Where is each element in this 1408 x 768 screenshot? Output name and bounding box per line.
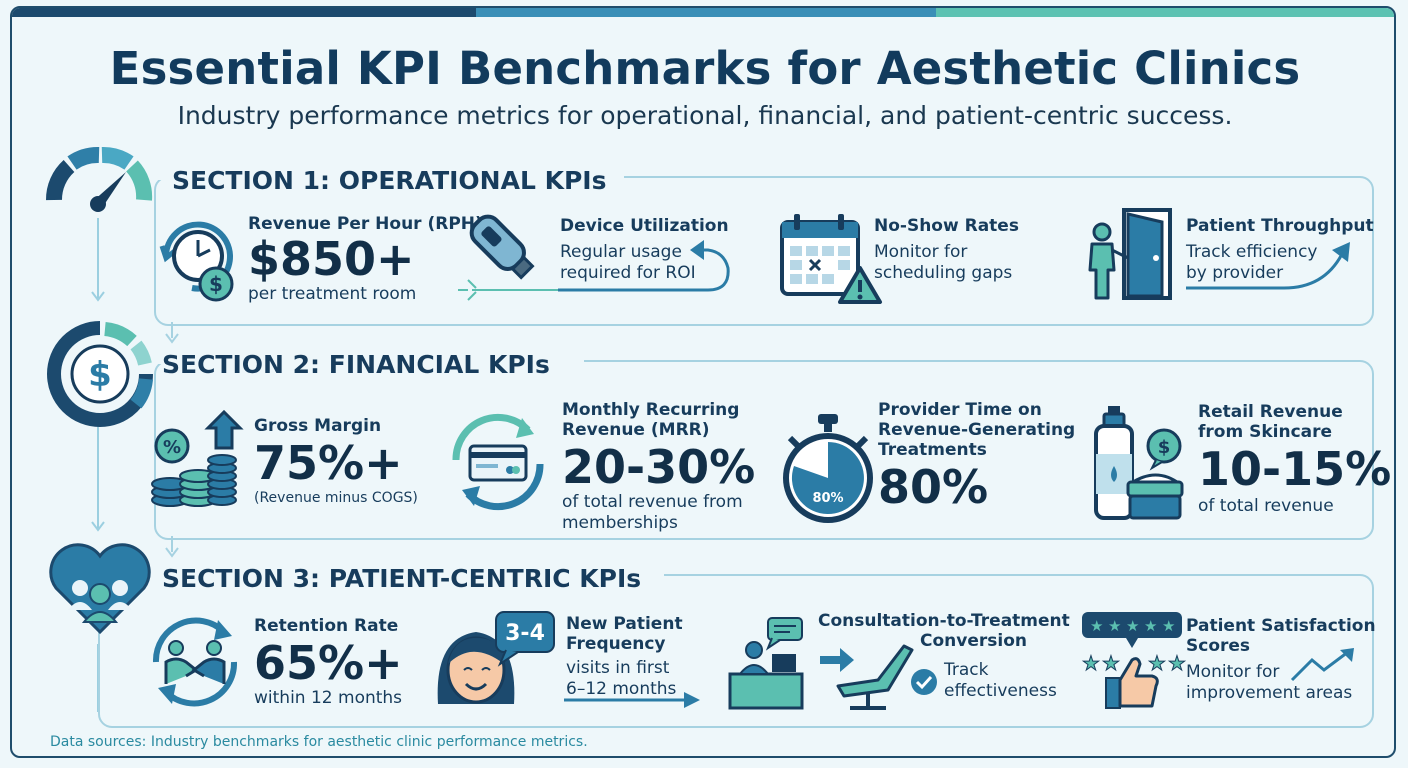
kpi-conversion-label-2: Conversion [920,631,1027,651]
page-subtitle: Industry performance metrics for operati… [177,101,1233,130]
kpi-new-patient-label-1: New Patient [566,614,683,634]
svg-text:★: ★ [1082,651,1100,675]
kpi-device-desc-2: required for ROI [560,263,696,283]
kpi-device-label: Device Utilization [560,216,729,236]
svg-text:$: $ [1158,437,1171,458]
stars-thumbs-up-icon: ★ ★ ★ ★ ★ ★ ★ ★ ★ [1082,612,1186,709]
section-1-title: SECTION 1: OPERATIONAL KPIs [172,166,607,195]
kpi-provider-time-label-1: Provider Time on [878,400,1042,420]
kpi-noshow-desc-2: scheduling gaps [874,263,1013,283]
kpi-mrr-label-1: Monthly Recurring [562,400,740,420]
kpi-throughput-label: Patient Throughput [1186,216,1374,236]
kpi-mrr-label-2: Revenue (MRR) [562,420,710,440]
kpi-new-patient-desc-1: visits in first [566,658,670,678]
kpi-satisfaction-desc-1: Monitor for [1186,662,1280,682]
svg-text:$: $ [88,355,112,395]
svg-text:%: % [163,437,181,458]
curved-arrow-icon [558,240,730,292]
kpi-new-patient-desc-2: 6–12 months [566,679,677,699]
kpi-retail-desc: of total revenue [1198,496,1334,516]
kpi-rph-desc: per treatment room [248,284,417,304]
section-1-to-2-arrow [165,322,179,344]
kpi-provider-time-label-2: Revenue-Generating [878,420,1076,440]
kpi-provider-time-label-3: Treatments [878,440,987,460]
kpi-noshow-desc-1: Monitor for [874,242,968,262]
kpi-throughput-desc-1: Track efficiency [1186,242,1318,262]
kpi-noshow-label: No-Show Rates [874,216,1019,236]
gauge-icon [46,147,153,212]
kpi-gross-margin-desc: (Revenue minus COGS) [254,490,418,506]
stopwatch-badge: 80% [812,491,843,506]
kpi-gross-margin-value: 75%+ [254,436,403,490]
svg-text:★: ★ [1126,617,1139,635]
svg-text:$: $ [209,272,223,296]
svg-text:★: ★ [1144,617,1157,635]
stopwatch-icon: 80% [783,414,873,523]
consult-chair-icon [728,617,914,710]
svg-text:★: ★ [1102,651,1120,675]
kpi-retail-label-1: Retail Revenue [1198,402,1343,422]
laser-device-icon [458,214,562,301]
kpi-gross-margin-label: Gross Margin [254,416,382,436]
svg-text:★: ★ [1108,617,1121,635]
top-color-bar [12,8,1394,17]
section-2-to-3-arrow [165,536,179,558]
page-title: Essential KPI Benchmarks for Aesthetic C… [109,42,1301,95]
kpi-retention-desc: within 12 months [254,688,403,708]
kpi-mrr-value: 20-30% [562,440,756,494]
svg-text:★: ★ [1162,617,1175,635]
kpi-mrr-desc-1: of total revenue from [562,492,743,512]
kpi-retention-value: 65%+ [254,636,403,690]
skincare-products-icon: $ [1094,406,1184,520]
kpi-conversion-label-1: Consultation-to-Treatment [818,611,1070,631]
data-source-note: Data sources: Industry benchmarks for ae… [50,734,588,750]
card-cycle-icon [452,413,544,511]
kpi-conversion-desc-2: effectiveness [944,681,1057,701]
rising-arrow-icon [1186,242,1350,290]
kpi-retention-label: Retention Rate [254,616,399,636]
calendar-warning-icon [780,214,882,304]
kpi-device-desc-1: Regular usage [560,242,682,262]
heart-people-icon [49,543,151,635]
kpi-new-patient-label-2: Frequency [566,634,666,654]
handshake-cycle-icon [152,617,238,707]
infographic-frame: Essential KPI Benchmarks for Aesthetic C… [10,6,1396,758]
kpi-provider-time-value: 80% [878,460,989,514]
kpi-mrr-desc-2: memberships [562,513,678,533]
kpi-retail-label-2: from Skincare [1198,422,1333,442]
smiling-patient-icon: 3-4 [437,611,555,704]
section-2-title: SECTION 2: FINANCIAL KPIs [162,350,550,379]
svg-text:★: ★ [1148,651,1166,675]
right-arrow-icon [564,692,700,708]
kpi-satisfaction-label-2: Scores [1186,636,1251,656]
kpi-rph-label: Revenue Per Hour (RPH) [248,214,483,234]
svg-text:★: ★ [1168,651,1186,675]
section-1-box [154,176,1374,326]
kpi-satisfaction-label-1: Patient Satisfaction [1186,616,1376,636]
kpi-satisfaction-desc-2: improvement areas [1186,683,1353,703]
kpi-conversion-desc-1: Track [944,660,989,680]
check-circle-icon [911,669,937,695]
door-person-icon [1088,208,1172,300]
trend-up-icon [1290,648,1354,682]
dollar-ring-icon: $ [47,321,153,427]
section-3-box [98,574,1374,728]
svg-text:★: ★ [1090,617,1103,635]
section-3-title: SECTION 3: PATIENT-CENTRIC KPIs [162,564,642,593]
visits-bubble: 3-4 [505,621,545,646]
kpi-throughput-desc-2: by provider [1186,263,1284,283]
coin-stacks-icon: % [151,409,244,507]
clock-dollar-icon: $ [159,221,234,302]
kpi-retail-value: 10-15% [1198,442,1392,496]
kpi-rph-value: $850+ [248,232,415,286]
